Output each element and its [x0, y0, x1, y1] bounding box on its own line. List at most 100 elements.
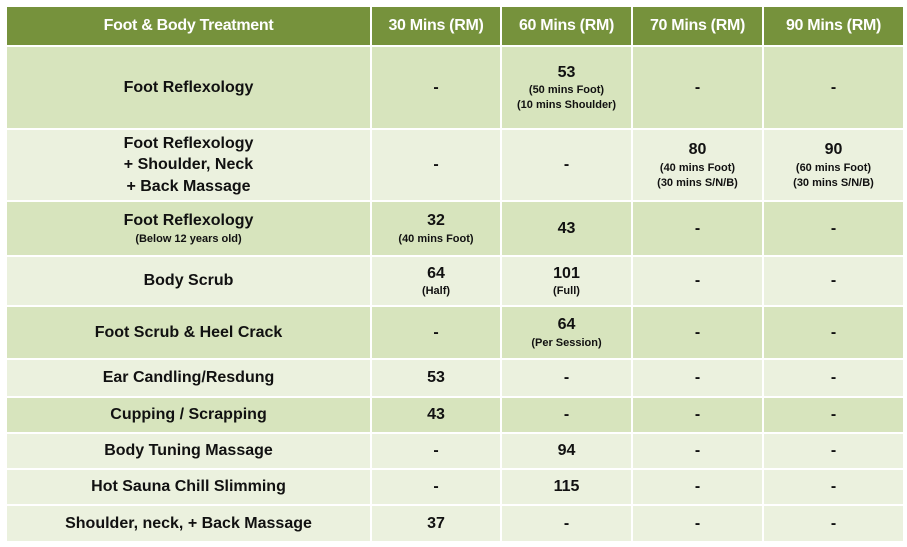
price-value: - [694, 272, 701, 290]
price-value: - [563, 406, 570, 424]
treatment-name: Foot Reflexology (Below 12 years old) [5, 200, 372, 257]
price-value: 53 [427, 369, 445, 387]
price-value: - [694, 406, 701, 424]
price-value: - [830, 406, 837, 424]
price-cell: - [631, 358, 764, 398]
price-cell: - [370, 305, 502, 360]
treatment-name-line: Body Tuning Massage [104, 442, 273, 460]
price-value: 64 [557, 316, 576, 334]
price-value: - [830, 514, 837, 532]
price-value: 101 [553, 264, 580, 282]
price-value: - [433, 478, 439, 496]
price-note: (60 mins Foot) [795, 161, 872, 174]
price-cell: 101 (Full) [500, 255, 633, 307]
price-value: - [694, 323, 701, 341]
header-30-mins: 30 Mins (RM) [370, 5, 502, 47]
price-cell: - [762, 504, 905, 543]
price-cell: - [762, 255, 905, 307]
price-value: 94 [557, 442, 576, 460]
price-note: (Per Session) [531, 336, 602, 349]
price-cell: - [762, 200, 905, 257]
table-row: Hot Sauna Chill Slimming - 115 - - [5, 468, 905, 506]
treatment-name: Body Scrub [5, 255, 372, 307]
price-value: - [830, 323, 837, 341]
treatment-name: Body Tuning Massage [5, 432, 372, 470]
price-cell: - [500, 128, 633, 202]
treatment-subname: (Below 12 years old) [135, 232, 242, 245]
price-cell: 53 (50 mins Foot) (10 mins Shoulder) [500, 45, 633, 130]
price-value: - [694, 78, 701, 96]
header-90-mins: 90 Mins (RM) [762, 5, 905, 47]
treatment-name-line: Cupping / Scrapping [110, 406, 267, 424]
price-value: - [433, 78, 439, 96]
price-cell: 80 (40 mins Foot) (30 mins S/N/B) [631, 128, 764, 202]
price-cell: - [762, 305, 905, 360]
price-cell: - [370, 128, 502, 202]
header-70-mins: 70 Mins (RM) [631, 5, 764, 47]
treatment-name-line: Foot Reflexology [123, 78, 254, 96]
price-cell: - [500, 504, 633, 543]
price-value: - [694, 219, 701, 237]
price-note: (10 mins Shoulder) [516, 99, 617, 112]
price-value: - [830, 442, 837, 460]
price-cell: 53 [370, 358, 502, 398]
price-cell: - [631, 432, 764, 470]
price-cell: - [762, 432, 905, 470]
treatment-name: Hot Sauna Chill Slimming [5, 468, 372, 506]
header-treatment: Foot & Body Treatment [5, 5, 372, 47]
table-row: Cupping / Scrapping 43 - - - [5, 396, 905, 434]
price-value: 43 [427, 406, 445, 424]
price-cell: - [500, 396, 633, 434]
price-cell: 43 [370, 396, 502, 434]
treatment-name: Foot Reflexology + Shoulder, Neck + Back M… [5, 128, 372, 202]
price-value: - [830, 219, 837, 237]
price-cell: - [762, 396, 905, 434]
price-cell: 94 [500, 432, 633, 470]
table-row: Foot Reflexology - 53 (50 mins Foot) (10 min… [5, 45, 905, 130]
treatment-name: Ear Candling/Resdung [5, 358, 372, 398]
price-value: - [563, 514, 570, 532]
price-cell: - [631, 45, 764, 130]
price-value: - [694, 442, 701, 460]
price-note: (Full) [553, 285, 580, 298]
price-cell: 64 (Half) [370, 255, 502, 307]
price-value: - [694, 369, 701, 387]
price-note: (Half) [421, 285, 451, 298]
table-row: Body Tuning Massage - 94 - - [5, 432, 905, 470]
price-note: (40 mins Foot) [398, 232, 474, 245]
price-cell: - [631, 255, 764, 307]
price-cell: - [762, 45, 905, 130]
header-row: Foot & Body Treatment 30 Mins (RM) 60 Mi… [5, 5, 905, 47]
price-cell: 37 [370, 504, 502, 543]
price-cell: - [631, 468, 764, 506]
price-cell: - [631, 396, 764, 434]
price-cell: 90 (60 mins Foot) (30 mins S/N/B) [762, 128, 905, 202]
treatment-name: Foot Scrub & Heel Crack [5, 305, 372, 360]
price-value: - [694, 478, 701, 496]
treatment-name-line: Ear Candling/Resdung [102, 369, 275, 387]
price-value: - [433, 156, 439, 174]
price-cell: 64 (Per Session) [500, 305, 633, 360]
treatment-name: Foot Reflexology [5, 45, 372, 130]
treatment-name-line: Body Scrub [143, 272, 234, 290]
treatment-name-line: + Back Massage [126, 177, 251, 195]
price-note: (40 mins Foot) [659, 161, 736, 174]
price-cell: - [631, 305, 764, 360]
price-cell: 32 (40 mins Foot) [370, 200, 502, 257]
treatment-name-line: Foot Reflexology [123, 134, 254, 152]
treatment-name: Shoulder, neck, + Back Massage [5, 504, 372, 543]
treatment-name: Cupping / Scrapping [5, 396, 372, 434]
treatment-name-line: Foot Scrub & Heel Crack [94, 323, 283, 341]
header-60-mins: 60 Mins (RM) [500, 5, 633, 47]
price-cell: - [762, 468, 905, 506]
price-value: - [830, 272, 837, 290]
price-value: 43 [557, 219, 576, 237]
price-value: 115 [553, 478, 580, 496]
price-value: - [694, 514, 701, 532]
price-value: 80 [688, 141, 707, 159]
price-value: 64 [427, 264, 445, 282]
table-row: Foot Reflexology (Below 12 years old) 32 (4… [5, 200, 905, 257]
price-cell: - [762, 358, 905, 398]
price-note: (50 mins Foot) [528, 84, 605, 97]
price-value: 37 [427, 514, 445, 532]
